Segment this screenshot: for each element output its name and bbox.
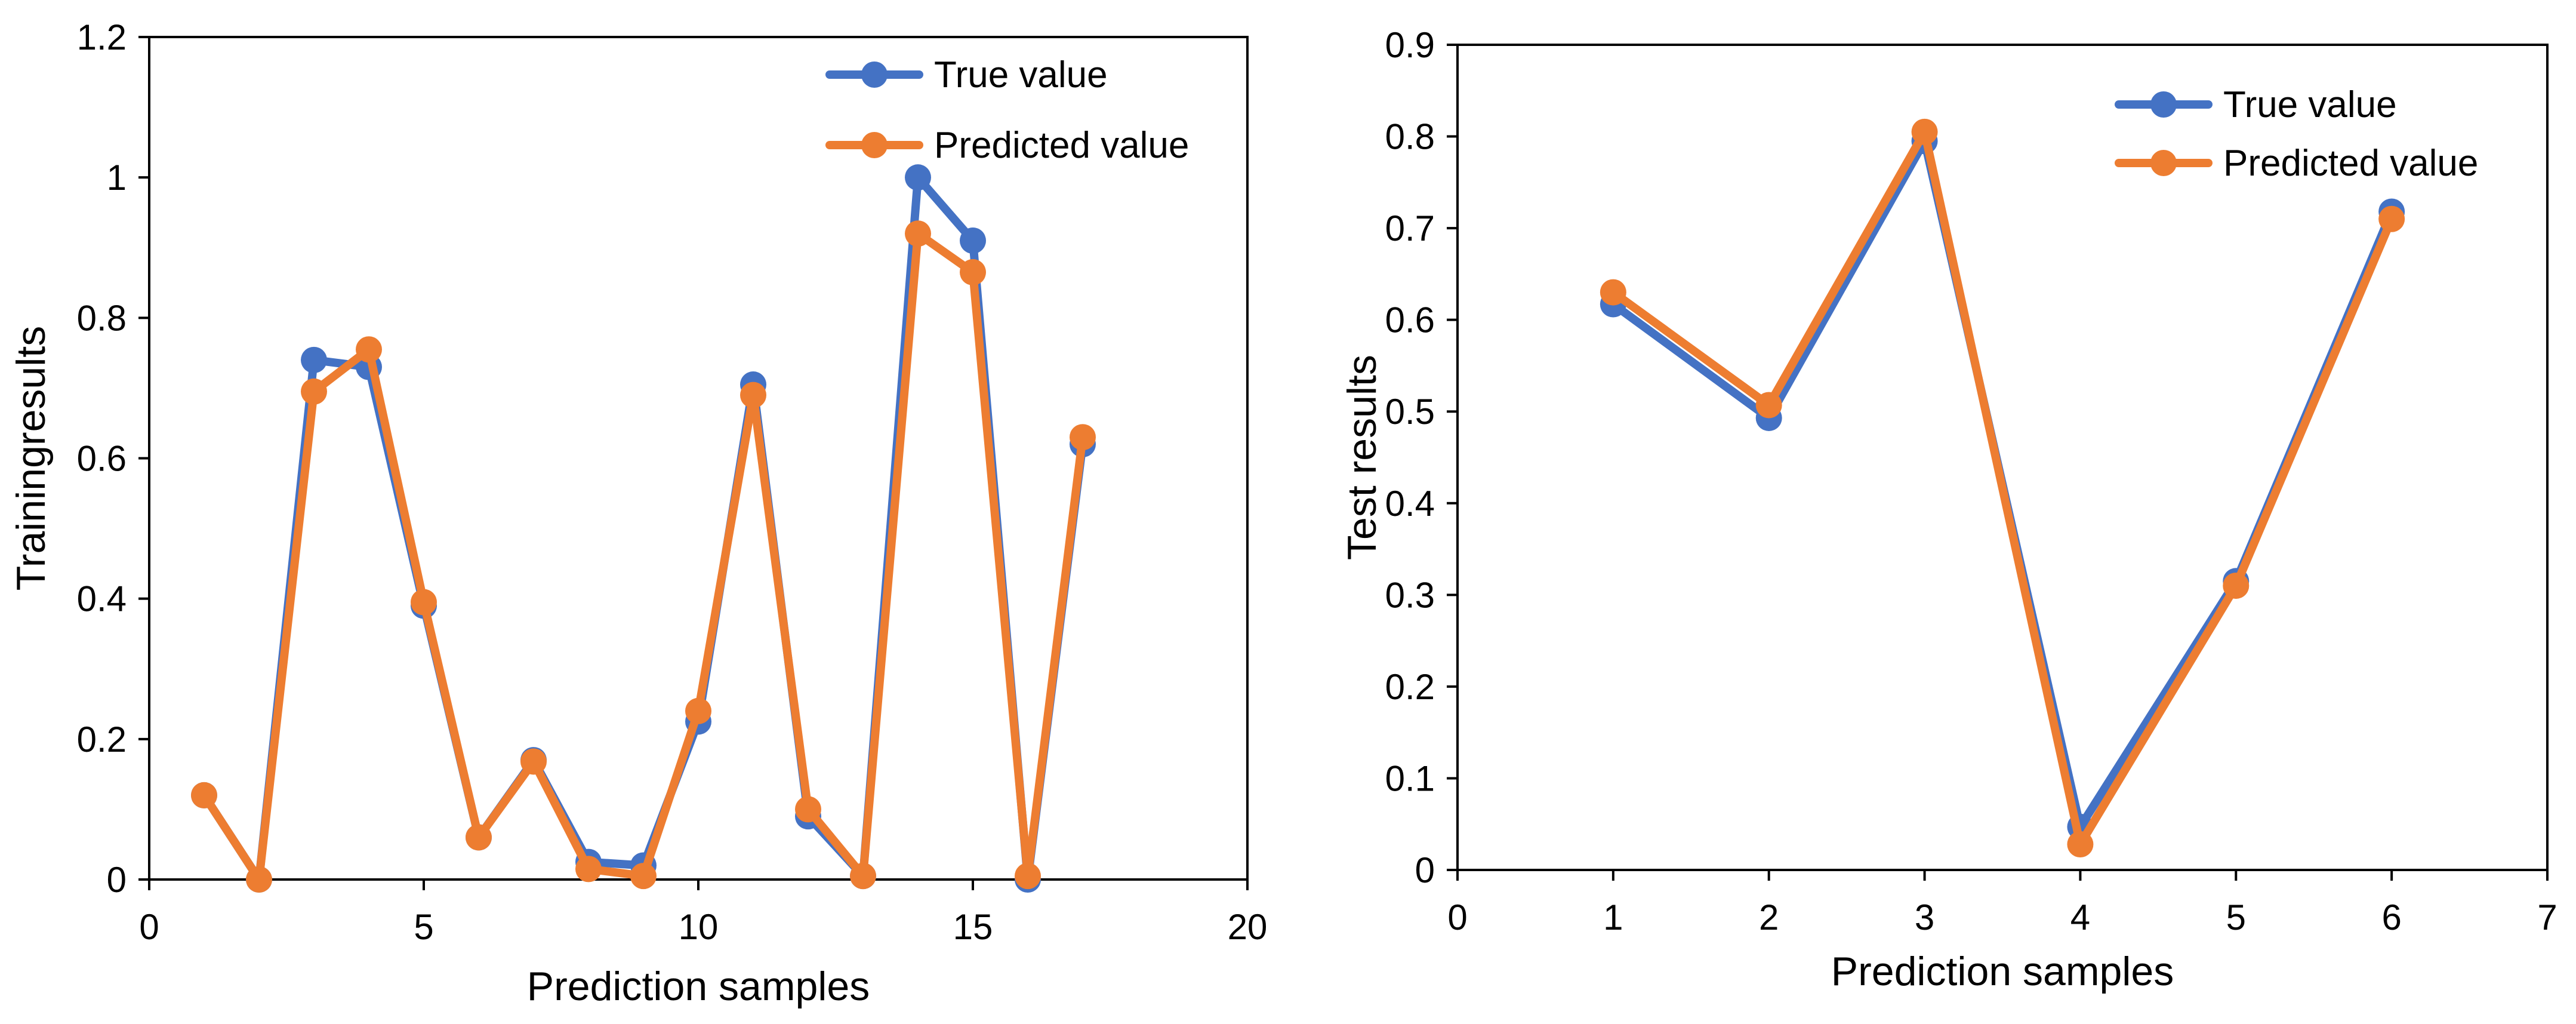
predicted-value-point (575, 856, 602, 882)
y-tick-label: 0.9 (1385, 25, 1435, 65)
x-tick-label: 7 (2537, 897, 2557, 937)
predicted-value-point (630, 863, 657, 890)
predicted-value-point (466, 824, 492, 851)
legend-predicted-value-marker (2150, 150, 2177, 176)
y-tick-label: 0.2 (1385, 667, 1435, 707)
x-tick-label: 20 (1228, 907, 1268, 947)
predicted-value-point (191, 782, 217, 808)
legend-true-value-label: True value (934, 54, 1108, 96)
legend-predicted-value-marker (861, 132, 888, 158)
predicted-value-point (520, 748, 547, 775)
predicted-value-point (960, 259, 986, 285)
y-tick-label: 0.7 (1385, 208, 1435, 248)
test-results-chart: 0 0.1 0.2 0.3 0.4 0.5 0.6 0.7 0.8 0.9 0 1 2 3 4 5 6 7 Pred… (1339, 25, 2557, 994)
predicted-value-point (905, 220, 931, 247)
x-tick-label: 0 (1447, 897, 1467, 937)
predicted-value-point (356, 336, 382, 363)
legend-predicted-value-label: Predicted value (2223, 143, 2478, 184)
x-tick-label: 5 (414, 907, 433, 947)
predicted-value-series-line (1609, 127, 2396, 848)
legend-predicted-value-label: Predicted value (934, 125, 1189, 166)
true-value-point (960, 227, 986, 254)
x-tick-label: 2 (1759, 897, 1779, 937)
predicted-value-point (1070, 424, 1096, 451)
y-tick-label: 0 (107, 860, 127, 900)
y-tick-label: 0.5 (1385, 392, 1435, 432)
x-tick-label: 3 (1915, 897, 1934, 937)
legend-true-value-label: True value (2223, 84, 2397, 125)
y-tick-label: 0.8 (1385, 117, 1435, 157)
predicted-value-point (1911, 118, 1938, 145)
predicted-value-point (1015, 863, 1041, 890)
x-axis-title: Prediction samples (1831, 949, 2174, 994)
predicted-value-point (246, 866, 272, 893)
true-value-point (301, 346, 327, 373)
predicted-value-point (2378, 205, 2405, 232)
y-tick-label: 1.2 (77, 17, 127, 57)
y-axis-title: Trainingresults (8, 326, 54, 591)
y-tick-label: 0.1 (1385, 758, 1435, 798)
predicted-value-point (301, 378, 327, 405)
y-tick-label: 0.4 (1385, 484, 1435, 524)
x-tick-label: 0 (139, 907, 159, 947)
predicted-value-point (795, 796, 821, 823)
predicted-value-point (1600, 279, 1626, 306)
y-tick-label: 1 (107, 158, 127, 198)
y-tick-label: 0.8 (77, 298, 127, 338)
x-tick-label: 5 (2226, 897, 2246, 937)
training-results-chart: 0 0.2 0.4 0.6 0.8 1 1.2 0 5 10 15 20 Prediction samp… (8, 17, 1267, 1009)
y-tick-label: 0 (1415, 850, 1435, 890)
y-tick-label: 0.6 (1385, 300, 1435, 340)
predicted-value-point (740, 382, 766, 408)
predicted-value-point (850, 863, 876, 890)
predicted-value-point (685, 697, 711, 724)
x-tick-label: 10 (679, 907, 719, 947)
predicted-value-point (411, 589, 437, 616)
true-value-point (905, 164, 931, 191)
legend-true-value-marker (861, 61, 888, 88)
y-tick-label: 0.3 (1385, 575, 1435, 615)
predicted-value-point (2223, 572, 2250, 599)
x-axis-title: Prediction samples (527, 964, 870, 1009)
x-tick-label: 15 (953, 907, 993, 947)
predicted-value-point (2067, 831, 2094, 858)
legend-true-value-marker (2150, 91, 2177, 118)
x-tick-label: 6 (2381, 897, 2401, 937)
predicted-value-point (1755, 392, 1782, 419)
y-tick-label: 0.6 (77, 439, 127, 479)
x-tick-label: 4 (2070, 897, 2090, 937)
y-tick-label: 0.2 (77, 719, 127, 759)
x-tick-label: 1 (1603, 897, 1623, 937)
y-tick-label: 0.4 (77, 579, 127, 619)
y-axis-title: Test results (1339, 355, 1385, 560)
plot-area-frame (1456, 44, 2549, 871)
